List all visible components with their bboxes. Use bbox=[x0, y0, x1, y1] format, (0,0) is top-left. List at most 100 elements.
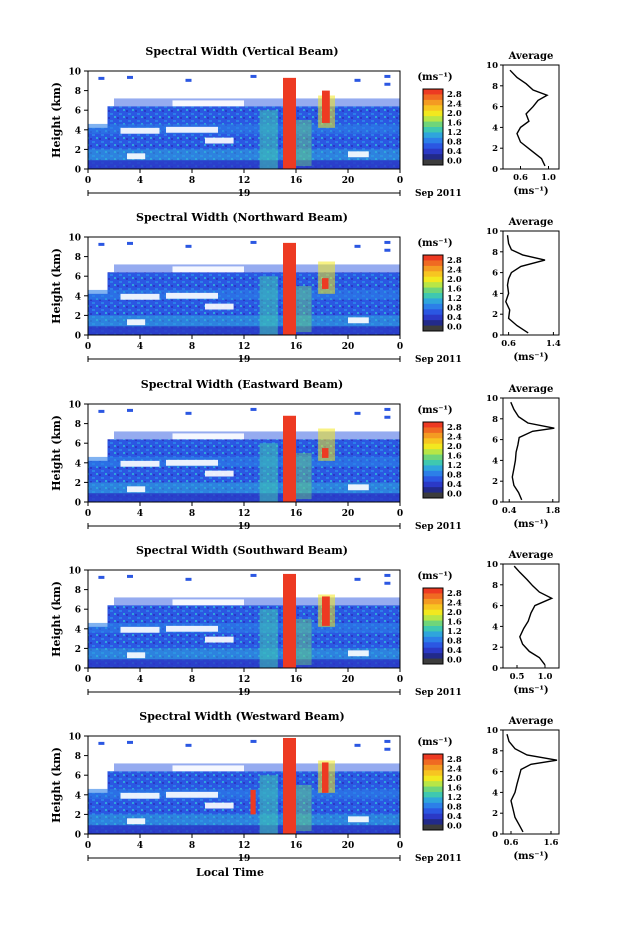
sparse-echo bbox=[354, 411, 361, 415]
panel-1: Spectral Width (Vertical Beam) 0 2 4 6 8 10 Hei… bbox=[50, 45, 560, 199]
x-tick-label: 0 bbox=[397, 675, 403, 685]
colorbar-swatch bbox=[423, 159, 443, 166]
avg-y-tick-label: 10 bbox=[486, 394, 498, 404]
colorbar-tick-label: 0.8 bbox=[447, 137, 462, 147]
average-profile-line bbox=[513, 565, 554, 666]
panel-title: Spectral Width (Vertical Beam) bbox=[145, 45, 338, 58]
sparse-echo bbox=[98, 409, 105, 413]
x-tick-label: 8 bbox=[189, 176, 195, 186]
colorbar-swatch bbox=[423, 298, 443, 305]
sparse-echo bbox=[185, 743, 192, 747]
avg-y-tick-label: 0 bbox=[492, 664, 498, 674]
average-frame bbox=[502, 729, 560, 835]
colorbar-tick-label: 0.0 bbox=[447, 655, 462, 665]
y-axis-label: Height (km) bbox=[50, 415, 63, 491]
colorbar-swatch bbox=[423, 824, 443, 831]
x-tick-label: 8 bbox=[189, 841, 195, 851]
high-width-column bbox=[322, 448, 329, 458]
colorbar-swatch bbox=[423, 653, 443, 660]
sparse-echo bbox=[384, 415, 391, 419]
data-gap bbox=[172, 433, 244, 440]
panels-layer: Spectral Width (Vertical Beam) 0 2 4 6 8 10 Hei… bbox=[50, 45, 561, 879]
x-tick-label: 8 bbox=[189, 509, 195, 519]
colorbar-swatch bbox=[423, 808, 443, 815]
colorbar-tick-label: 1.2 bbox=[447, 128, 462, 138]
avg-y-tick-label: 8 bbox=[492, 747, 498, 757]
heatmap-band-upper bbox=[114, 431, 400, 440]
y-tick-label: 8 bbox=[75, 586, 81, 596]
high-width-column bbox=[322, 278, 329, 289]
x-tick-label: 20 bbox=[342, 342, 355, 352]
sparse-echo bbox=[354, 743, 361, 747]
avg-y-tick-label: 4 bbox=[492, 456, 498, 466]
sparse-echo bbox=[98, 76, 105, 80]
colorbar-swatch bbox=[423, 454, 443, 461]
colorbar-swatch bbox=[423, 465, 443, 472]
x-axis-label: Local Time bbox=[196, 866, 264, 879]
heatmap-band-low bbox=[88, 315, 400, 328]
colorbar-swatch bbox=[423, 121, 443, 128]
colorbar-swatch bbox=[423, 588, 443, 594]
x-tick-label: 20 bbox=[342, 841, 355, 851]
x-tick-label: 4 bbox=[137, 342, 143, 352]
average-x-label: (ms⁻¹) bbox=[513, 519, 548, 530]
colorbar-swatch bbox=[423, 470, 443, 477]
colorbar-swatch bbox=[423, 460, 443, 466]
heatmap-transition bbox=[259, 443, 278, 502]
panel-5: Spectral Width (Westward Beam) 0 2 4 6 8 10 Hei… bbox=[50, 710, 560, 879]
heatmap-band-low bbox=[88, 648, 400, 661]
colorbar-swatch bbox=[423, 325, 443, 332]
heatmap-transition bbox=[259, 775, 278, 834]
data-gap bbox=[348, 816, 369, 823]
colorbar-unit-label: (ms⁻¹) bbox=[417, 72, 452, 83]
colorbar-frame bbox=[422, 421, 444, 499]
y-tick-label: 2 bbox=[75, 479, 81, 489]
sparse-echo bbox=[185, 78, 192, 82]
colorbar-swatch bbox=[423, 271, 443, 278]
high-width-column bbox=[322, 90, 330, 123]
sparse-echo bbox=[384, 74, 391, 78]
x-tick-label: 12 bbox=[238, 841, 251, 851]
colorbar-swatch bbox=[423, 137, 443, 144]
high-width-column bbox=[322, 596, 330, 626]
average-panel: Average 0 2 4 6 8 10 0.6 1.4 (ms⁻¹) bbox=[486, 217, 561, 363]
colorbar-swatch bbox=[423, 781, 443, 788]
y-tick-label: 6 bbox=[75, 606, 81, 616]
colorbar-swatch bbox=[423, 620, 443, 627]
avg-y-tick-label: 8 bbox=[492, 82, 498, 92]
colorbar-swatch bbox=[423, 476, 443, 483]
average-title: Average bbox=[508, 550, 554, 561]
avg-y-tick-label: 2 bbox=[492, 809, 498, 819]
data-gap bbox=[127, 818, 146, 825]
date-number: 19 bbox=[238, 355, 251, 365]
avg-x-tick-label: 0.6 bbox=[504, 838, 519, 848]
y-tick-label: 0 bbox=[75, 831, 81, 841]
data-gap bbox=[127, 486, 146, 493]
high-width-column bbox=[283, 242, 296, 335]
sparse-echo bbox=[127, 574, 133, 578]
average-profile-line bbox=[509, 69, 549, 167]
data-gap bbox=[205, 802, 234, 809]
date-number: 19 bbox=[238, 189, 251, 199]
sparse-echo bbox=[384, 240, 391, 244]
avg-y-tick-label: 6 bbox=[492, 768, 498, 778]
sparse-echo bbox=[185, 577, 192, 581]
heatmap-band-mid bbox=[88, 123, 400, 134]
avg-x-tick-label: 0.5 bbox=[510, 672, 525, 682]
average-profile-line bbox=[505, 235, 546, 334]
colorbar-swatch bbox=[423, 282, 443, 289]
heatmap-transition bbox=[296, 453, 312, 500]
x-tick-label: 8 bbox=[189, 342, 195, 352]
heatmap bbox=[88, 737, 400, 834]
sparse-echo bbox=[354, 244, 361, 248]
y-tick-label: 6 bbox=[75, 772, 81, 782]
colorbar-tick-label: 2.8 bbox=[447, 423, 462, 433]
colorbar-swatch bbox=[423, 642, 443, 649]
x-tick-label: 0 bbox=[85, 675, 91, 685]
panel-title: Spectral Width (Southward Beam) bbox=[136, 544, 348, 557]
colorbar-unit-label: (ms⁻¹) bbox=[417, 405, 452, 416]
average-frame bbox=[502, 563, 560, 669]
colorbar-swatch bbox=[423, 443, 443, 450]
colorbar-swatch bbox=[423, 797, 443, 804]
x-tick-label: 20 bbox=[342, 509, 355, 519]
